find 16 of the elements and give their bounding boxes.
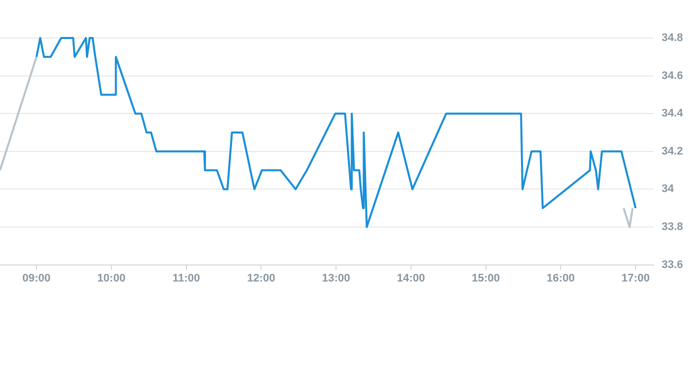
x-tick-label: 12:00	[247, 272, 276, 284]
y-tick-label: 34	[662, 183, 675, 196]
x-tick-label: 10:00	[97, 272, 126, 284]
y-tick-label: 34.8	[662, 32, 684, 44]
y-tick-label: 34.6	[662, 70, 684, 82]
x-tick-label: 11:00	[172, 272, 200, 284]
y-tick-label: 33.6	[662, 258, 684, 271]
x-tick-label: 16:00	[546, 272, 575, 284]
x-tick-label: 17:00	[622, 272, 650, 284]
x-tick-label: 13:00	[322, 272, 350, 284]
y-tick-label: 33.8	[662, 221, 684, 234]
y-tick-label: 34.4	[662, 108, 684, 120]
y-tick-label: 34.2	[662, 145, 684, 158]
x-tick-label: 14:00	[396, 272, 426, 284]
x-tick-label: 09:00	[22, 272, 51, 284]
x-tick-label: 15:00	[472, 272, 500, 284]
